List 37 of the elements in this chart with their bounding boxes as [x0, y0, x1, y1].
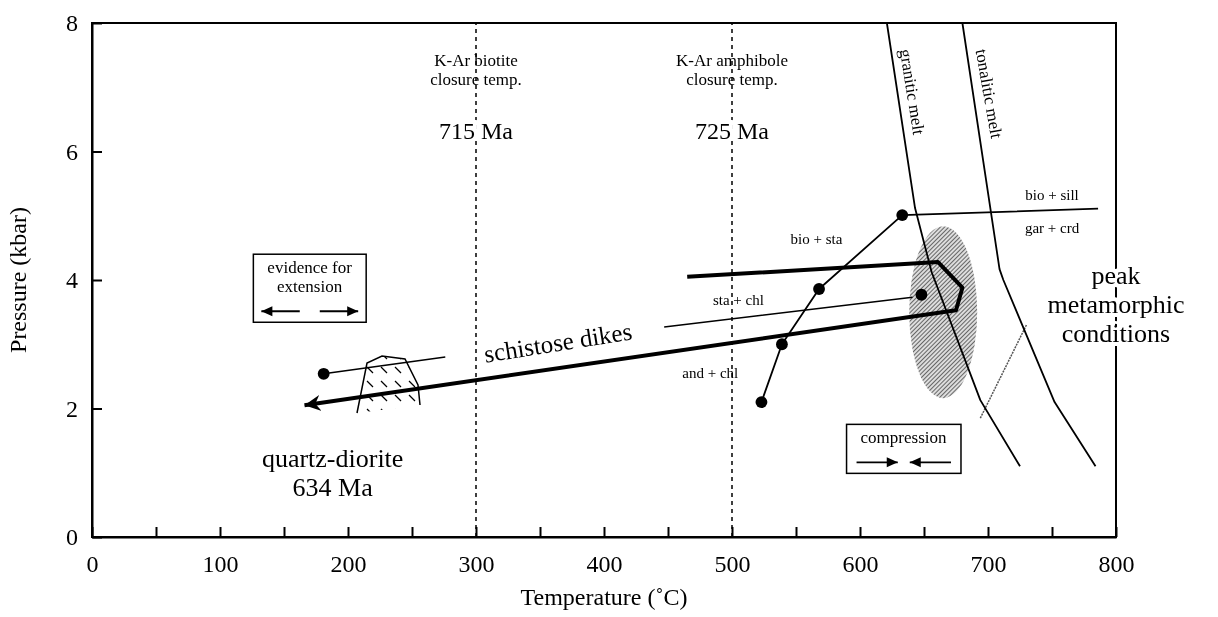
- x-tick-label: 600: [842, 551, 879, 578]
- annotation: and + chl: [682, 365, 739, 382]
- annotation: schistose dikes: [482, 317, 634, 368]
- point: [813, 283, 825, 295]
- x-tick-label: 400: [586, 551, 623, 578]
- ref-line-label: 715 Ma: [439, 118, 514, 144]
- point: [317, 367, 330, 380]
- point: [776, 338, 788, 351]
- x-tick-label: 500: [714, 551, 751, 578]
- y-tick-label: 6: [66, 138, 78, 165]
- y-tick-label: 4: [66, 267, 78, 294]
- annotation: quartz-diorite 634 Ma: [261, 443, 404, 502]
- annotation: compression: [860, 428, 947, 448]
- point: [755, 396, 768, 408]
- y-tick-label: 2: [66, 395, 78, 422]
- annotation: K-Ar biotite closure temp.: [430, 51, 522, 90]
- x-tick-label: 300: [458, 551, 495, 578]
- annotation: tonalitic melt: [971, 47, 1007, 141]
- y-axis-title: Pressure (kbar): [5, 207, 31, 353]
- y-tick-label: 8: [66, 10, 78, 37]
- point: [896, 209, 909, 222]
- annotation: gar + crd: [1024, 219, 1080, 236]
- x-axis-title: Temperature (˚C): [520, 584, 688, 610]
- annotation: K-Ar amphibole closure temp.: [676, 51, 788, 90]
- ref-line-label: 725 Ma: [695, 118, 770, 144]
- x-tick-label: 700: [970, 551, 1007, 578]
- x-tick-label: 100: [202, 551, 239, 578]
- y-tick-label: 0: [66, 524, 78, 551]
- annotation: sta + chl: [712, 292, 764, 309]
- x-tick-label: 200: [330, 551, 367, 578]
- x-tick-label: 0: [86, 551, 99, 578]
- annotation: granitic melt: [895, 47, 929, 137]
- x-tick-label: 800: [1098, 551, 1135, 578]
- point: [915, 288, 928, 301]
- annotation: evidence for extension: [267, 258, 353, 297]
- annotation: bio + sill: [1025, 187, 1079, 204]
- annotation: bio + sta: [790, 231, 843, 248]
